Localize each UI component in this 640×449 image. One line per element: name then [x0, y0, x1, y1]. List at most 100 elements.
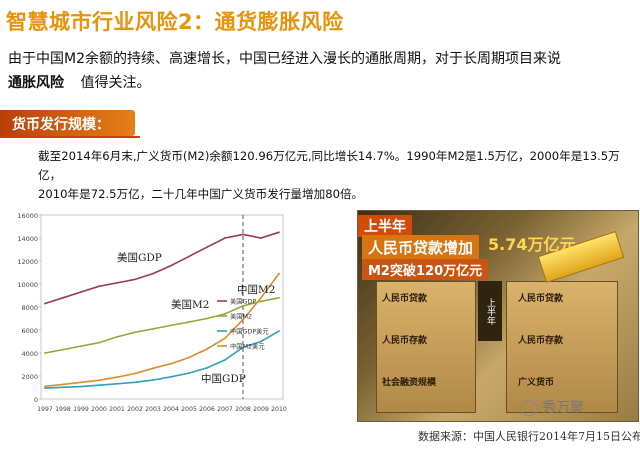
- chart-annotation: 美国M2: [171, 298, 209, 311]
- data-point: [260, 300, 262, 303]
- data-point: [206, 348, 208, 350]
- data-point: [134, 331, 136, 334]
- data-point: [278, 231, 280, 234]
- legend-label: 美国M2: [230, 312, 252, 321]
- x-tick-label: 2005: [181, 406, 197, 413]
- x-tick-label: 2004: [163, 406, 179, 413]
- body-line2: 2010年是72.5万亿，二十几年中国广义货币发行量增加80倍。: [38, 187, 364, 201]
- photo-heading-3: 5.74万亿元: [488, 235, 576, 254]
- data-point: [134, 278, 136, 281]
- x-tick-label: 1997: [37, 406, 53, 413]
- data-point: [80, 381, 82, 384]
- data-point: [44, 387, 46, 389]
- data-point: [80, 291, 82, 293]
- data-point: [242, 318, 244, 321]
- data-point: [188, 321, 190, 323]
- y-tick-label: 0: [34, 396, 38, 404]
- data-point: [242, 304, 244, 307]
- data-point: [80, 385, 82, 388]
- data-point: [188, 372, 190, 375]
- watermark: 秀万聚: [520, 397, 635, 419]
- data-point: [116, 382, 118, 385]
- data-point: [134, 381, 136, 384]
- photo-heading-2: 人民币贷款增加: [362, 235, 480, 260]
- chart-annotation: 中国GDP: [201, 372, 246, 385]
- intro-rest: 值得关注。: [80, 75, 151, 91]
- photo-cell-2: 人民币存款: [382, 336, 428, 346]
- data-point: [44, 302, 46, 305]
- chart-annotation: 美国GDP: [117, 251, 162, 264]
- chart-svg: 0 2000 4000 6000 8000 10000 12000 14000 16000 199…: [17, 212, 287, 413]
- photo-cell-6: 广义货币: [518, 378, 555, 388]
- intro-line1: 由于中国M2余额的持续、高速增长，中国已经进入漫长的通胀周期，对于长周期项目来说: [8, 51, 561, 67]
- x-tick-label: 2002: [127, 406, 143, 413]
- x-tick-label: 2001: [109, 406, 125, 413]
- data-source: 数据来源：中国人民银行2014年7月15日公布: [418, 430, 640, 443]
- data-point: [152, 367, 154, 370]
- data-point: [170, 264, 172, 267]
- x-tick-label: 2009: [253, 406, 269, 413]
- data-point: [62, 386, 64, 389]
- body-text: 截至2014年6月末,广义货币(M2)余额120.96万亿元,同比增长14.7%…: [38, 147, 628, 204]
- y-tick-label: 6000: [21, 327, 38, 335]
- data-point: [188, 356, 190, 359]
- y-tick-label: 16000: [17, 212, 38, 220]
- watermark-text: 秀万聚: [542, 400, 584, 416]
- photo-cell-1: 人民币贷款: [382, 294, 428, 304]
- x-tick-label: 2003: [145, 406, 161, 413]
- data-point: [224, 337, 226, 340]
- data-point: [278, 296, 280, 299]
- data-point: [188, 255, 190, 258]
- photo-cell-4: 人民币贷款: [518, 294, 564, 304]
- plot-area: [40, 214, 284, 400]
- x-tick-label: 1999: [73, 406, 89, 413]
- data-point: [206, 367, 208, 369]
- data-point: [116, 336, 118, 338]
- data-point: [170, 375, 172, 378]
- chart-annotation: 中国M2: [237, 283, 275, 296]
- data-point: [224, 237, 226, 239]
- data-point: [260, 340, 262, 343]
- page-title: 智慧城市行业风险2：通货膨胀风险: [6, 10, 344, 34]
- data-point: [62, 348, 64, 351]
- data-point: [170, 362, 172, 365]
- section-tag-label: 货币发行规模：: [12, 117, 110, 133]
- m2-gdp-chart: 0 2000 4000 6000 8000 10000 12000 14000 16000 199…: [3, 205, 299, 430]
- data-point: [134, 372, 136, 375]
- data-point: [242, 233, 244, 236]
- photo-badge: 上半年: [478, 281, 502, 341]
- y-tick-label: 4000: [21, 350, 38, 358]
- y-tick-label: 14000: [17, 235, 38, 243]
- x-tick-label: 2007: [217, 406, 233, 413]
- intro-paragraph: 由于中国M2余额的持续、高速增长，中国已经进入漫长的通胀周期，对于长周期项目来说…: [8, 48, 623, 94]
- data-point: [98, 285, 100, 288]
- data-point: [44, 352, 46, 354]
- data-point: [152, 379, 154, 382]
- photo-cell-5: 人民币存款: [518, 336, 564, 346]
- series-line-1: [44, 297, 280, 354]
- data-point: [260, 237, 262, 239]
- data-point: [278, 330, 280, 333]
- x-tick-label: 2010: [271, 406, 287, 413]
- y-tick-label: 12000: [17, 258, 38, 266]
- data-point: [98, 341, 100, 344]
- legend-label: 美国GDP: [230, 297, 256, 306]
- section-tag: 货币发行规模：: [0, 110, 135, 136]
- photo-box-right: [506, 281, 618, 413]
- legend-label: 中国GDP美元: [230, 327, 269, 336]
- data-point: [170, 324, 172, 327]
- y-tick-label: 10000: [17, 281, 38, 289]
- news-photo: 上半年 上半年 人民币贷款增加 5.74万亿元 M2突破120万亿元 人民币贷款…: [357, 210, 639, 422]
- series-line-0: [44, 231, 280, 305]
- x-tick-label: 1998: [55, 406, 71, 413]
- data-point: [98, 384, 100, 387]
- x-tick-label: 2000: [91, 406, 107, 413]
- section-divider: [0, 136, 140, 138]
- data-point: [206, 246, 208, 249]
- data-point: [206, 317, 208, 320]
- intro-bold: 通胀风险: [8, 75, 64, 91]
- data-point: [242, 346, 244, 349]
- intro-line2: 通胀风险 值得关注。: [8, 72, 623, 94]
- legend-label: 中国M2美元: [230, 342, 265, 351]
- y-tick-label: 8000: [21, 304, 38, 312]
